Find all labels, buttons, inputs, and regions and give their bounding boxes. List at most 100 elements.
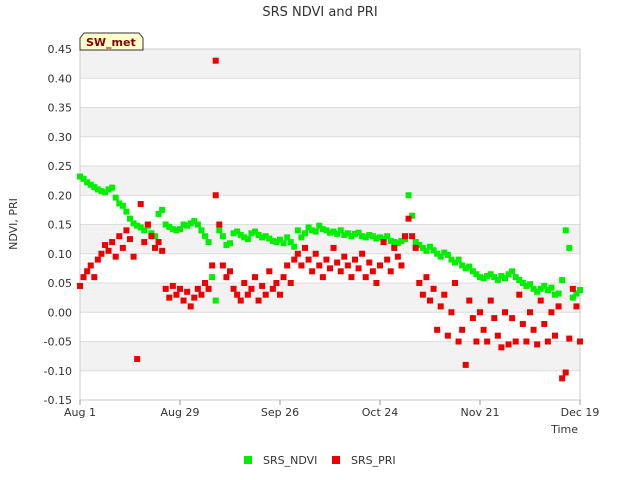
ndvi-point — [162, 221, 169, 228]
pri-point — [144, 221, 151, 228]
x-tick-label: Aug 1 — [64, 406, 96, 419]
ndvi-point — [98, 188, 105, 195]
pri-point — [519, 320, 526, 327]
ndvi-point — [123, 208, 130, 215]
ndvi-point — [362, 234, 369, 241]
ndvi-point — [244, 236, 251, 243]
ndvi-point — [173, 227, 180, 234]
ndvi-point — [448, 256, 455, 263]
ndvi-point — [462, 265, 469, 272]
ndvi-point — [412, 239, 419, 246]
pri-point — [327, 265, 333, 272]
pri-point — [159, 247, 166, 254]
ndvi-point — [259, 234, 266, 241]
ndvi-point — [341, 232, 348, 239]
pri-point — [380, 239, 387, 246]
plot-area-border — [79, 48, 581, 401]
pri-point — [234, 291, 241, 298]
site-badge-label: SW_met — [86, 36, 136, 49]
ndvi-point — [334, 230, 341, 237]
pri-point — [337, 268, 344, 275]
pri-point — [405, 215, 412, 222]
ndvi-point — [405, 192, 412, 199]
pri-point — [262, 291, 269, 298]
pri-point — [344, 262, 351, 269]
ndvi-point — [541, 282, 548, 289]
y-tick-label: 0.00 — [48, 306, 73, 319]
ndvi-point — [237, 232, 244, 239]
ndvi-point — [366, 232, 373, 239]
ndvi-point — [134, 222, 141, 229]
ndvi-point — [377, 234, 383, 241]
ndvi-point — [416, 241, 423, 248]
ndvi-point — [198, 227, 205, 234]
ndvi-point — [205, 239, 212, 246]
pri-point — [566, 335, 573, 342]
pri-point — [369, 268, 376, 275]
ndvi-point — [223, 241, 230, 248]
y-tick-label: 0.10 — [48, 248, 73, 261]
ndvi-point — [152, 233, 158, 240]
y-tick-label: 0.35 — [48, 102, 73, 115]
pri-point — [362, 274, 369, 281]
pri-point — [116, 233, 123, 240]
pri-point — [184, 288, 191, 295]
pri-point — [119, 244, 126, 251]
ndvi-point — [137, 224, 144, 231]
pri-point — [312, 250, 319, 257]
ndvi-point — [573, 290, 580, 297]
pri-point — [541, 320, 548, 327]
series-SRS_PRI — [77, 57, 583, 382]
pri-point — [534, 341, 541, 348]
pri-point — [202, 280, 208, 286]
pri-point — [269, 285, 276, 292]
pri-point — [287, 280, 294, 286]
grid-band — [80, 136, 580, 166]
ndvi-point — [312, 228, 319, 235]
pri-point — [444, 332, 451, 339]
ndvi-point — [452, 259, 458, 266]
y-tick-label: 0.25 — [48, 160, 73, 173]
pri-point — [237, 297, 244, 304]
pri-point — [316, 262, 323, 269]
ndvi-point — [466, 263, 473, 270]
ndvi-point — [530, 285, 537, 292]
ndvi-point — [473, 271, 480, 278]
ndvi-point — [344, 230, 351, 237]
ndvi-point — [141, 227, 148, 234]
ndvi-point — [434, 250, 441, 257]
pri-point — [155, 239, 162, 246]
pri-point — [177, 285, 183, 292]
pri-point — [398, 262, 405, 269]
ndvi-point — [127, 215, 133, 222]
pri-point — [491, 315, 498, 322]
chart-title: SRS NDVI and PRI — [262, 5, 377, 20]
grid-band — [80, 283, 580, 313]
ndvi-point — [284, 234, 291, 241]
pri-point — [348, 274, 355, 281]
pri-point — [569, 285, 576, 292]
ndvi-point — [566, 244, 573, 251]
pri-point — [169, 282, 176, 289]
pri-point — [430, 285, 437, 292]
pri-point — [309, 268, 316, 275]
ndvi-point — [369, 233, 376, 240]
pri-point — [484, 338, 491, 345]
ndvi-point — [230, 230, 237, 237]
ndvi-point — [559, 277, 566, 284]
ndvi-point — [209, 274, 216, 281]
pri-point — [248, 285, 255, 292]
pri-point — [91, 274, 98, 281]
pri-point — [252, 274, 258, 281]
site-badge-shape — [79, 32, 144, 51]
pri-point — [480, 326, 487, 333]
ndvi-point — [348, 233, 355, 240]
y-tick-label: 0.30 — [48, 131, 73, 144]
pri-point — [352, 256, 358, 263]
ndvi-point — [441, 249, 448, 256]
pri-point — [469, 315, 476, 322]
pri-point — [223, 274, 230, 281]
site-badge: SW_met — [79, 32, 144, 51]
ndvi-point — [469, 268, 476, 275]
plot-background-bands — [80, 49, 580, 400]
